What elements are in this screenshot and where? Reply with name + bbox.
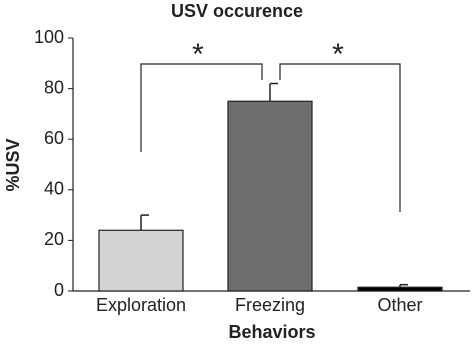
x-tick-label: Exploration xyxy=(96,295,186,315)
bar xyxy=(357,286,443,292)
significance-star: * xyxy=(192,38,204,71)
significance-bracket xyxy=(279,63,401,212)
y-tick-label: 0 xyxy=(54,280,64,300)
bar xyxy=(227,100,313,292)
y-tick-label: 40 xyxy=(44,179,64,199)
significance-bracket xyxy=(140,63,263,152)
chart-title: USV occurence xyxy=(171,1,303,21)
y-tick-label: 20 xyxy=(44,229,64,249)
y-tick-label: 80 xyxy=(44,77,64,97)
bar xyxy=(98,229,184,292)
x-tick-label: Freezing xyxy=(235,295,305,315)
x-tick-label: Other xyxy=(377,295,422,315)
y-tick-label: 60 xyxy=(44,128,64,148)
significance-star: * xyxy=(332,38,344,71)
y-tick-label: 100 xyxy=(34,27,64,47)
y-axis-label: %USV xyxy=(3,138,23,191)
x-axis-label: Behaviors xyxy=(228,322,315,342)
